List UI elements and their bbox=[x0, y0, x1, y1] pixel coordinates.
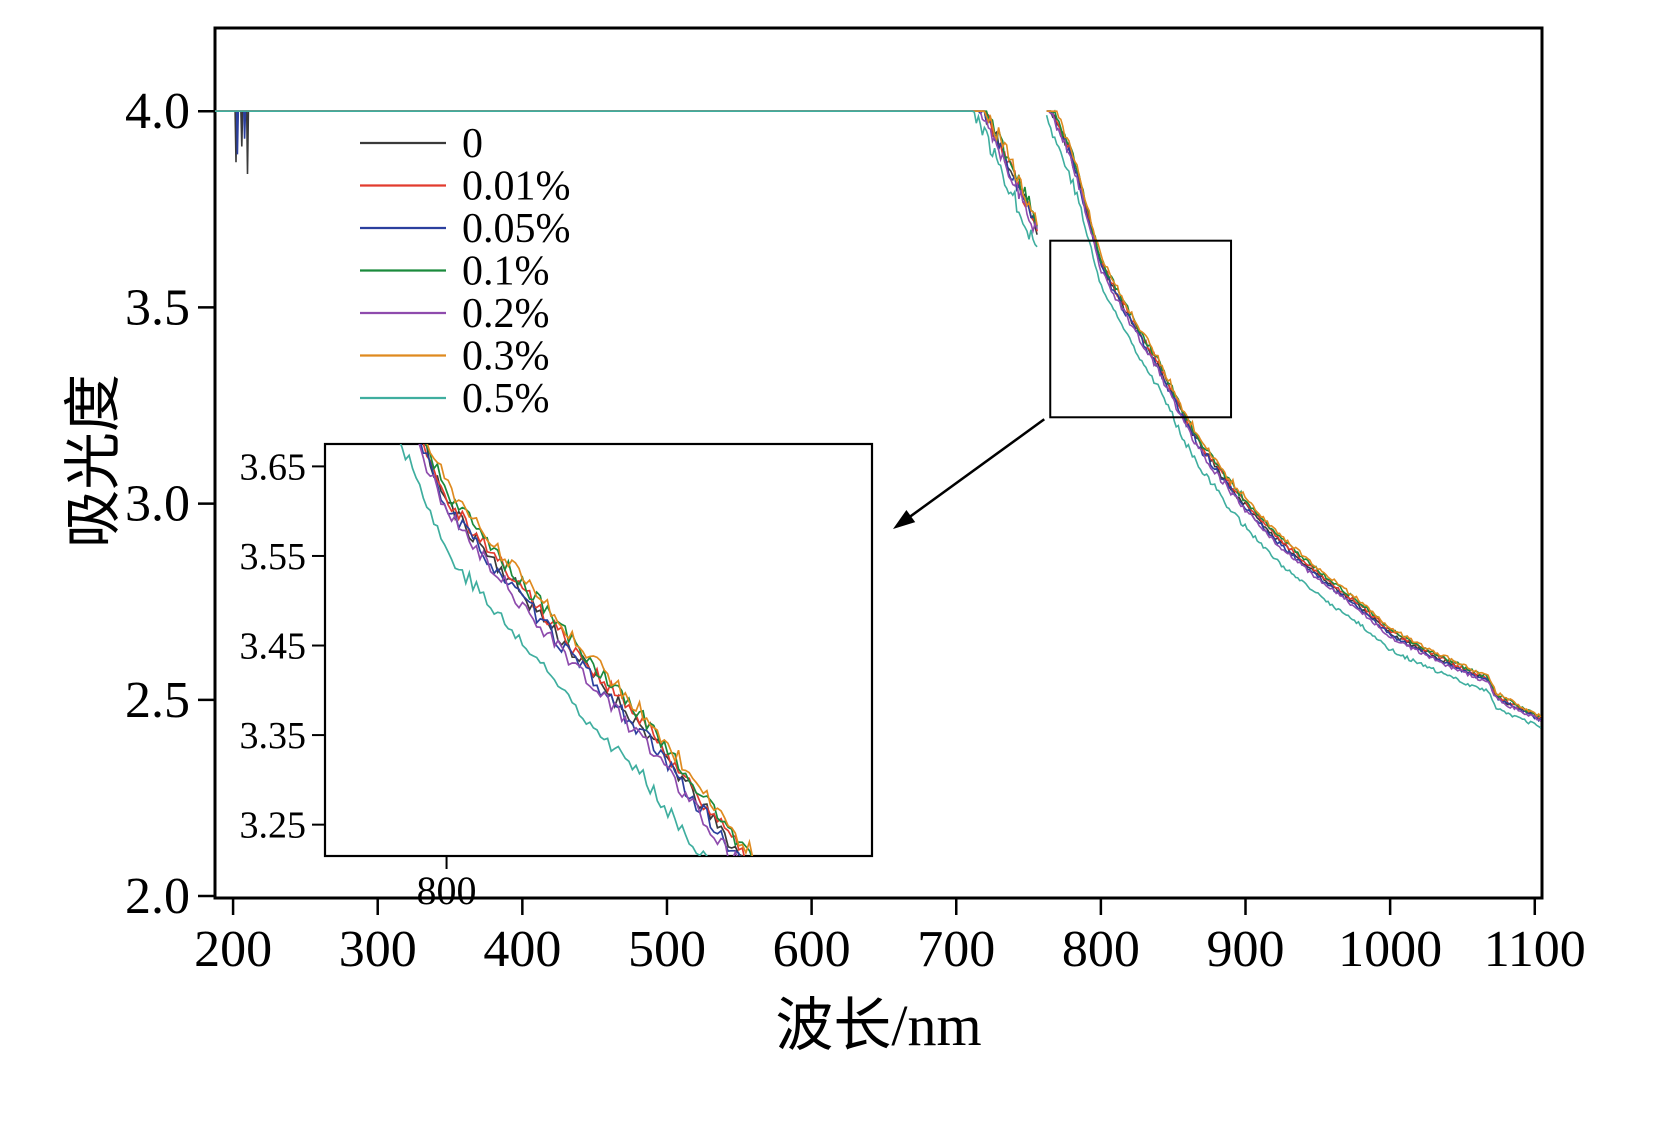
series-line-0.5% bbox=[215, 110, 1542, 729]
inset-series-lines bbox=[399, 444, 754, 856]
inset-x-tick-label: 800 bbox=[417, 868, 477, 913]
absorbance-spectra-figure: 200 300 400 500 600 700 800 900 1000 1100 2.0 2.5 3.… bbox=[40, 16, 1680, 1124]
x-axis-tick-label: 300 bbox=[339, 921, 417, 978]
x-axis-tick-label: 600 bbox=[773, 921, 851, 978]
y-axis-tick-label: 2.0 bbox=[125, 868, 190, 925]
inset-y-tick-label: 3.55 bbox=[240, 536, 307, 578]
chart-canvas: 200 300 400 500 600 700 800 900 1000 1100 2.0 2.5 3.… bbox=[125, 26, 1586, 978]
x-axis-tick-label: 900 bbox=[1207, 921, 1285, 978]
zoom-arrow-head bbox=[893, 510, 916, 529]
legend-item-0.05%: 0.05% bbox=[360, 206, 571, 252]
x-axis-tick-label: 200 bbox=[194, 921, 272, 978]
zoom-arrow-line bbox=[906, 418, 1045, 520]
inset-series-line-0.5% bbox=[399, 444, 708, 856]
x-axis-tick-label: 700 bbox=[917, 921, 995, 978]
inset-series-line-0.3% bbox=[426, 444, 754, 856]
x-axis: 200 300 400 500 600 700 800 900 1000 1100 bbox=[194, 898, 1586, 978]
legend-label: 0 bbox=[462, 121, 483, 167]
y-axis-tick-label: 4.0 bbox=[125, 83, 190, 140]
inset-series-line-0.2% bbox=[418, 444, 738, 856]
x-axis-tick-label: 800 bbox=[1062, 921, 1140, 978]
legend-label: 0.2% bbox=[462, 291, 550, 337]
y-axis-tick-label: 3.0 bbox=[125, 476, 190, 533]
inset-y-tick-label: 3.45 bbox=[240, 626, 307, 668]
legend: 00.01%0.05%0.1%0.2%0.3%0.5% bbox=[360, 121, 571, 422]
inset-border bbox=[323, 442, 874, 858]
legend-item-0.2%: 0.2% bbox=[360, 291, 550, 337]
series-lines bbox=[215, 109, 1542, 729]
legend-label: 0.5% bbox=[462, 376, 550, 422]
zoom-rectangle bbox=[1049, 239, 1233, 419]
inset-plot: 3.65 3.55 3.45 3.35 3.25 800 bbox=[240, 442, 874, 913]
legend-item-0.01%: 0.01% bbox=[360, 164, 571, 210]
y-axis-label: 吸光度 bbox=[61, 373, 126, 549]
x-axis-tick-label: 1100 bbox=[1484, 921, 1586, 978]
inset-y-tick-label: 3.35 bbox=[240, 715, 307, 757]
x-axis-tick-label: 500 bbox=[628, 921, 706, 978]
inset-series-line-0.05% bbox=[420, 444, 741, 856]
legend-label: 0.01% bbox=[462, 164, 571, 210]
y-axis: 2.0 2.5 3.0 3.5 4.0 bbox=[125, 83, 215, 925]
x-axis-tick-label: 400 bbox=[483, 921, 561, 978]
legend-item-0.3%: 0.3% bbox=[360, 334, 550, 380]
plot-area-border bbox=[213, 26, 1544, 900]
inset-series-line-0.01% bbox=[422, 444, 746, 856]
legend-label: 0.3% bbox=[462, 334, 550, 380]
inset-y-tick-label: 3.25 bbox=[240, 805, 307, 847]
legend-item-0: 0 bbox=[360, 121, 483, 167]
x-axis-tick-label: 1000 bbox=[1338, 921, 1442, 978]
inset-y-tick-label: 3.65 bbox=[240, 446, 307, 488]
legend-label: 0.05% bbox=[462, 206, 571, 252]
y-axis-tick-label: 2.5 bbox=[125, 672, 190, 729]
legend-label: 0.1% bbox=[462, 249, 550, 295]
legend-item-0.1%: 0.1% bbox=[360, 249, 550, 295]
legend-item-0.5%: 0.5% bbox=[360, 376, 550, 422]
x-axis-label: 波长/nm bbox=[775, 993, 982, 1058]
y-axis-tick-label: 3.5 bbox=[125, 279, 190, 336]
inset-series-line-0.1% bbox=[425, 444, 753, 856]
